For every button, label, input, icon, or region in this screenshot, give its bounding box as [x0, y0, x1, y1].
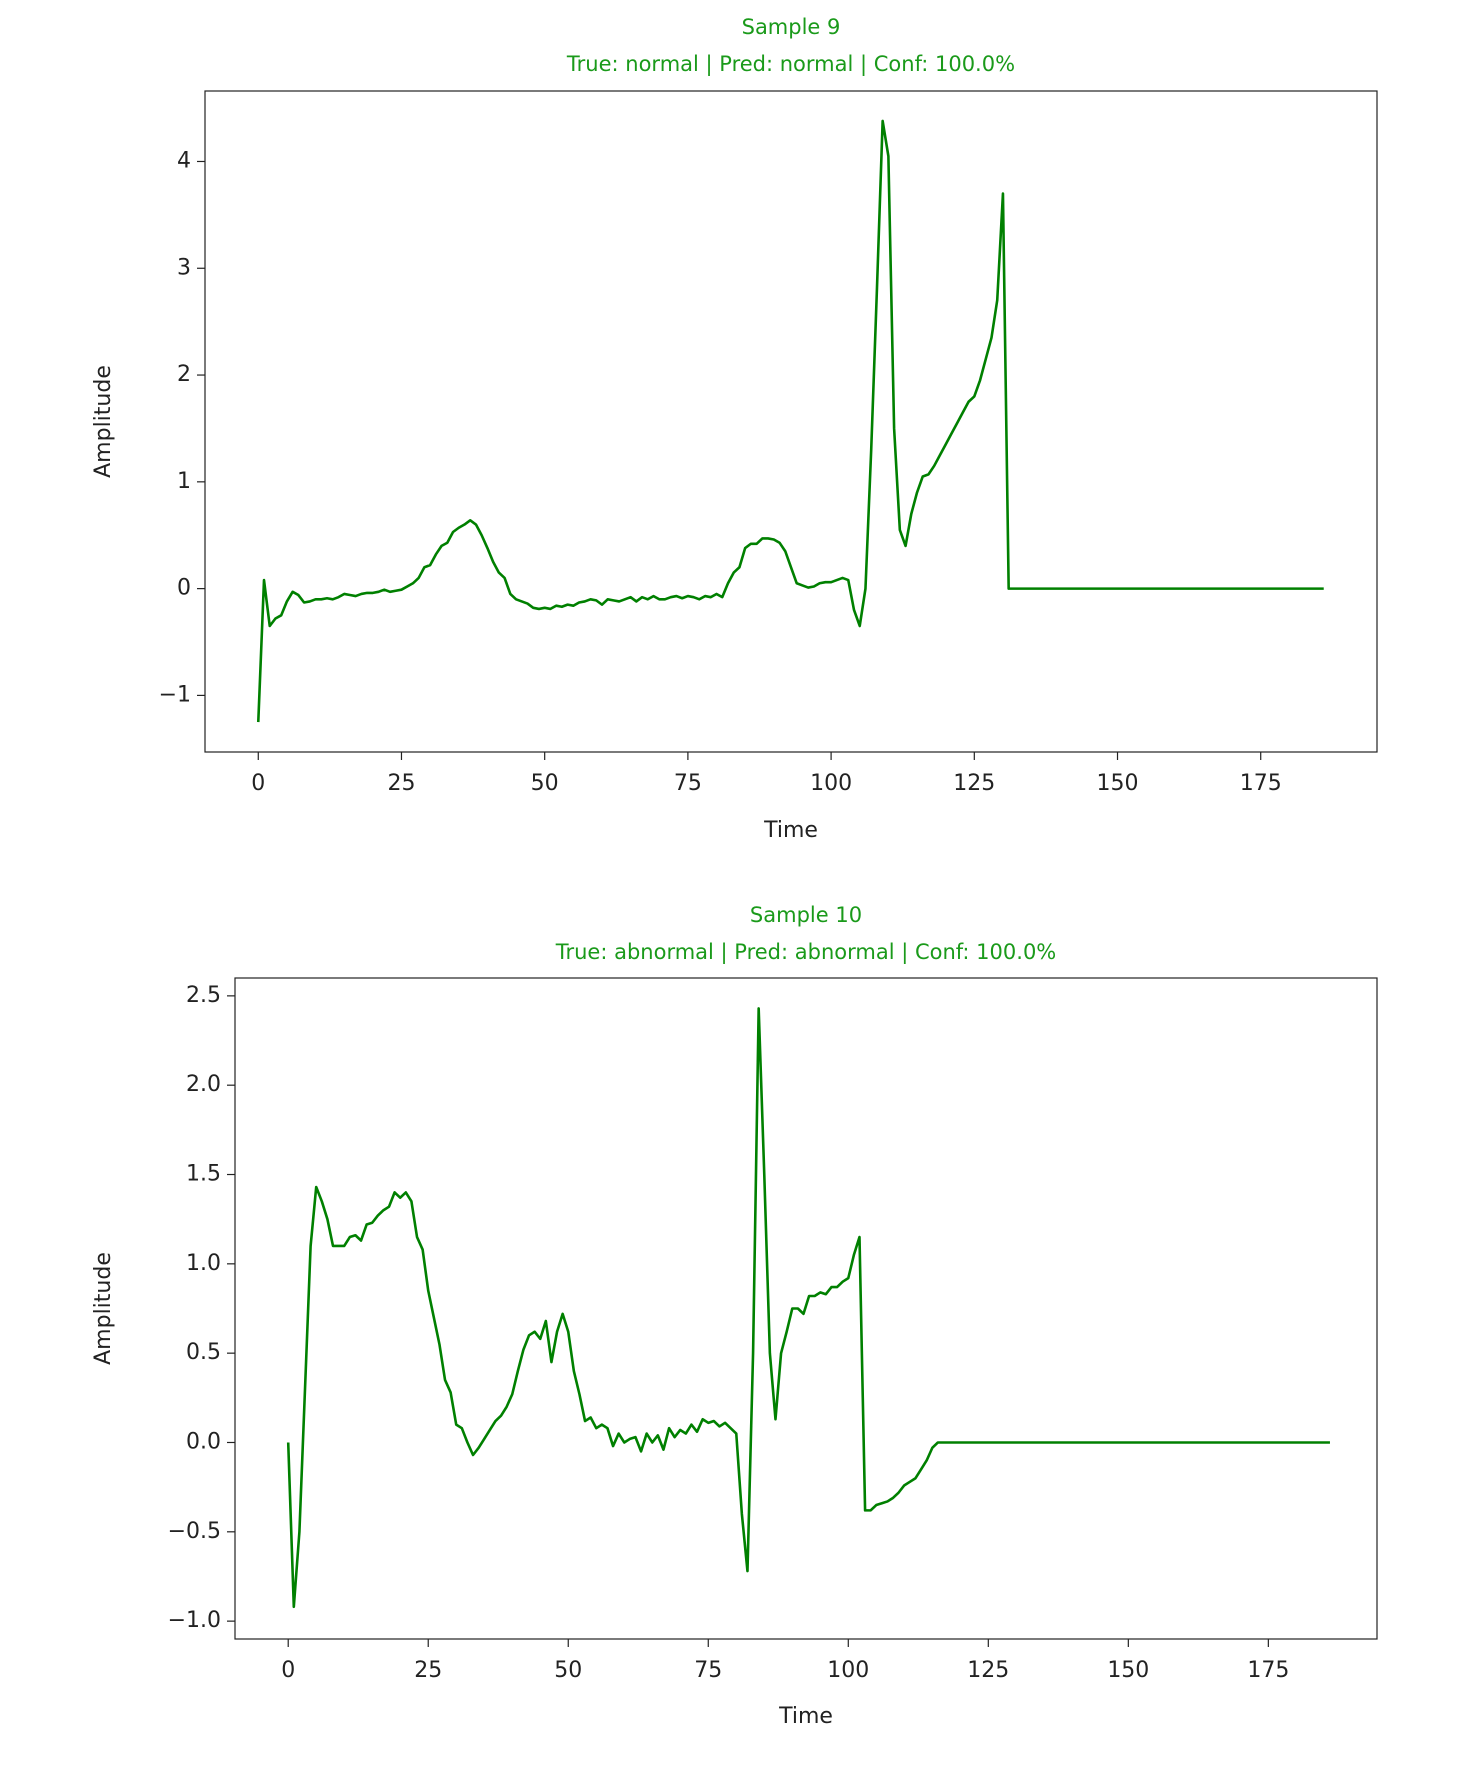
y-tick-label: 0: [177, 576, 191, 601]
x-axis-label: Time: [778, 1704, 833, 1729]
y-tick-label: 2.5: [186, 983, 221, 1008]
x-tick-label: 125: [967, 1658, 1009, 1683]
series-line: [286, 1007, 1330, 1609]
x-tick-label: 100: [810, 771, 852, 796]
x-tick-label: 175: [1247, 1658, 1289, 1683]
y-tick-label: 4: [177, 148, 191, 173]
series-line: [256, 119, 1324, 723]
x-tick-label: 25: [387, 771, 415, 796]
chart-title: Sample 10: [750, 903, 862, 927]
y-tick-label: 2: [177, 362, 191, 387]
x-tick-label: 75: [694, 1658, 722, 1683]
x-tick-label: 25: [414, 1658, 442, 1683]
y-tick-label: 3: [177, 255, 191, 280]
x-axis-label: Time: [763, 818, 818, 843]
chart-subtitle: True: abnormal | Pred: abnormal | Conf: …: [555, 940, 1057, 965]
y-axis-label: Amplitude: [91, 365, 116, 478]
x-tick-label: 100: [827, 1658, 869, 1683]
y-axis-label: Amplitude: [91, 1252, 116, 1365]
chart-title: Sample 9: [742, 15, 841, 39]
y-tick-label: 1.0: [186, 1251, 221, 1276]
y-tick-label: −1.0: [168, 1608, 221, 1633]
x-tick-label: 0: [251, 771, 265, 796]
x-tick-label: 150: [1097, 771, 1139, 796]
x-tick-label: 50: [531, 771, 559, 796]
y-tick-label: 2.0: [186, 1072, 221, 1097]
y-tick-label: −0.5: [168, 1519, 221, 1544]
y-tick-label: 1: [177, 469, 191, 494]
x-tick-label: 175: [1240, 771, 1282, 796]
y-tick-label: −1: [159, 682, 191, 707]
chart-subtitle: True: normal | Pred: normal | Conf: 100.…: [566, 52, 1015, 77]
y-tick-label: 0.0: [186, 1429, 221, 1454]
y-tick-label: 1.5: [186, 1162, 221, 1187]
x-tick-label: 150: [1107, 1658, 1149, 1683]
x-tick-label: 50: [554, 1658, 582, 1683]
y-tick-label: 0.5: [186, 1340, 221, 1365]
x-tick-label: 75: [674, 771, 702, 796]
axes-frame: [234, 977, 1378, 1640]
axes-frame: [204, 90, 1378, 753]
x-tick-label: 0: [281, 1658, 295, 1683]
x-tick-label: 125: [953, 771, 995, 796]
